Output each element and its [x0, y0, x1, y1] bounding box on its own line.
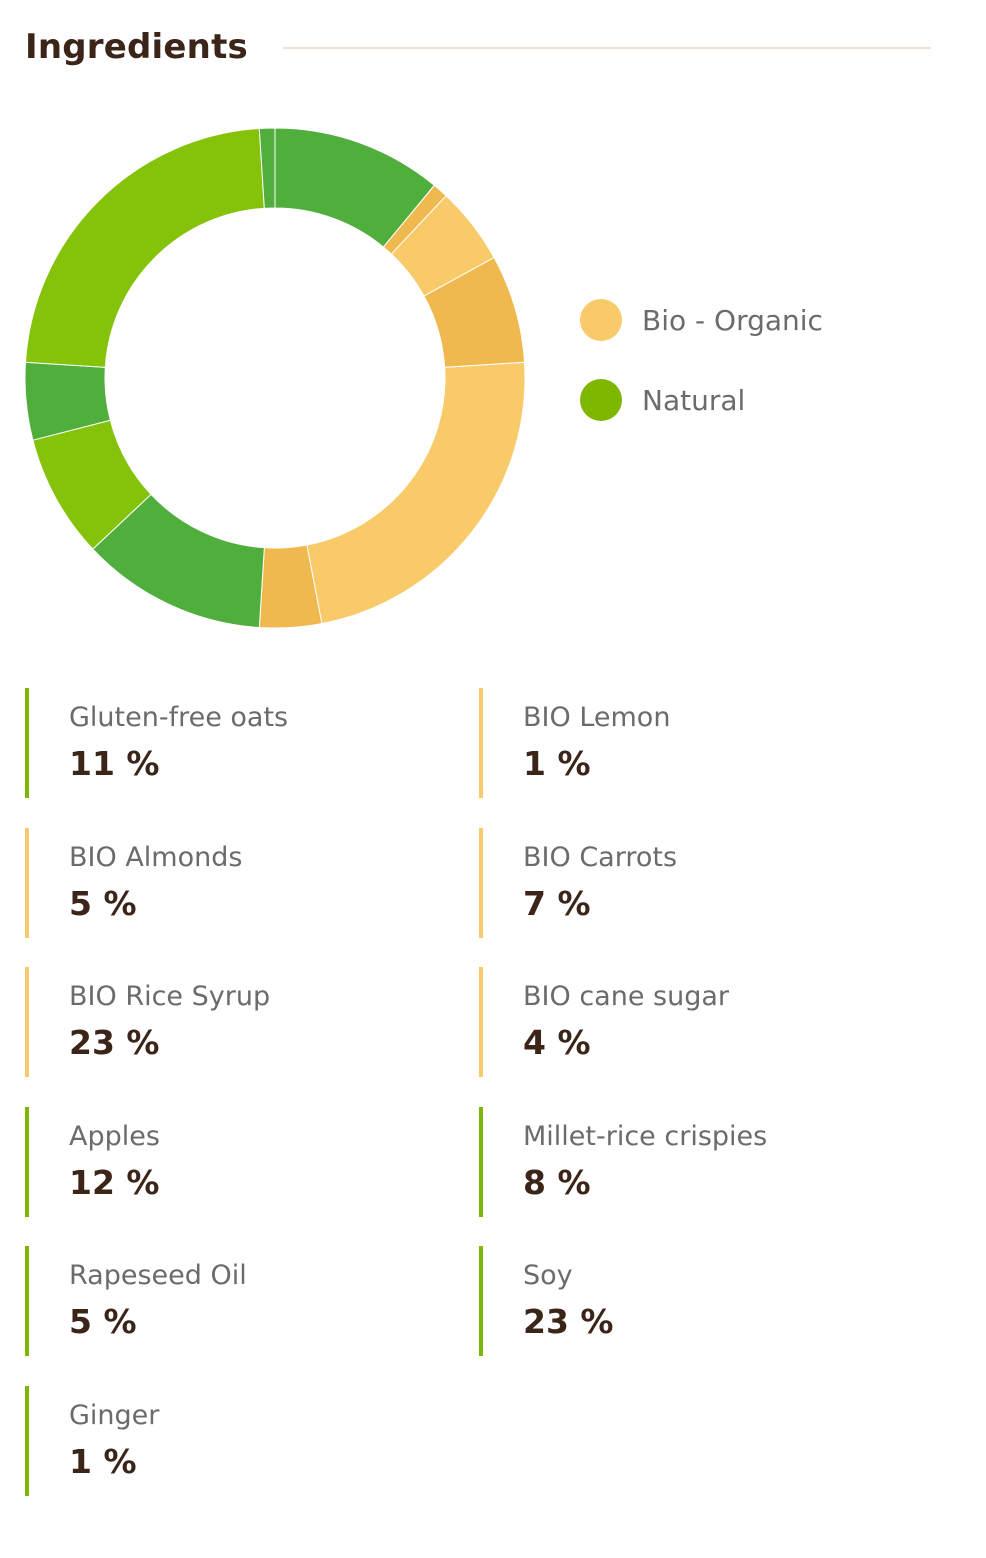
ingredients-donut-chart: [24, 127, 526, 629]
ingredient-name: BIO Carrots: [523, 841, 678, 873]
ingredient-percentage: 1 %: [69, 1442, 137, 1481]
ingredient-name: BIO cane sugar: [523, 981, 729, 1013]
legend-item-natural: Natural: [580, 378, 823, 422]
ingredient-gluten-free-oats: Gluten-free oats 11 %: [25, 688, 445, 798]
donut-slice-soy[interactable]: [24, 127, 265, 368]
ingredient-bio-lemon: BIO Lemon 1 %: [479, 688, 899, 798]
legend-swatch: [580, 299, 622, 341]
ingredient-percentage: 5 %: [69, 1302, 137, 1342]
ingredient-percentage: 5 %: [69, 883, 137, 923]
ingredient-name: Rapeseed Oil: [69, 1260, 247, 1292]
donut-slice-ginger[interactable]: [258, 127, 276, 209]
title-divider: [283, 47, 931, 49]
ingredients-header: Ingredients: [25, 22, 931, 74]
ingredient-name: BIO Almonds: [69, 841, 243, 873]
ingredient-percentage: 23 %: [69, 1023, 160, 1063]
ingredient-name: Soy: [523, 1260, 573, 1292]
ingredient-apples: Apples 12 %: [25, 1106, 445, 1217]
ingredient-millet-rice-crispies: Millet-rice crispies 8 %: [479, 1106, 899, 1217]
ingredient-name: Ginger: [69, 1400, 160, 1431]
ingredient-bio-rice-syrup: BIO Rice Syrup 23 %: [25, 967, 445, 1078]
ingredient-ginger: Ginger 1 %: [25, 1386, 445, 1496]
ingredient-bio-carrots: BIO Carrots 7 %: [479, 827, 899, 938]
ingredient-percentage: 11 %: [69, 744, 160, 783]
donut-slice-bio-rice-syrup[interactable]: [306, 361, 526, 625]
ingredient-percentage: 23 %: [523, 1302, 614, 1342]
ingredient-name: Apples: [69, 1120, 160, 1152]
legend-label: Bio - Organic: [642, 303, 823, 337]
section-title: Ingredients: [25, 27, 248, 67]
ingredient-soy: Soy 23 %: [479, 1246, 899, 1357]
ingredient-name: Millet-rice crispies: [523, 1120, 768, 1152]
ingredient-percentage: 7 %: [523, 883, 591, 923]
ingredient-bio-almonds: BIO Almonds 5 %: [25, 827, 445, 938]
ingredient-bio-cane-sugar: BIO cane sugar 4 %: [479, 967, 899, 1078]
chart-legend: Bio - Organic Natural: [580, 298, 823, 458]
ingredient-rapeseed-oil: Rapeseed Oil 5 %: [25, 1246, 445, 1357]
ingredient-name: BIO Rice Syrup: [69, 981, 271, 1013]
ingredient-name: BIO Lemon: [523, 702, 671, 733]
legend-label: Natural: [642, 383, 746, 417]
ingredient-percentage: 4 %: [523, 1023, 591, 1063]
legend-item-bio-organic: Bio - Organic: [580, 298, 823, 342]
ingredient-percentage: 12 %: [69, 1162, 160, 1202]
ingredient-percentage: 1 %: [523, 744, 591, 783]
ingredient-name: Gluten-free oats: [69, 702, 289, 733]
legend-swatch: [580, 379, 622, 421]
ingredient-percentage: 8 %: [523, 1162, 591, 1202]
